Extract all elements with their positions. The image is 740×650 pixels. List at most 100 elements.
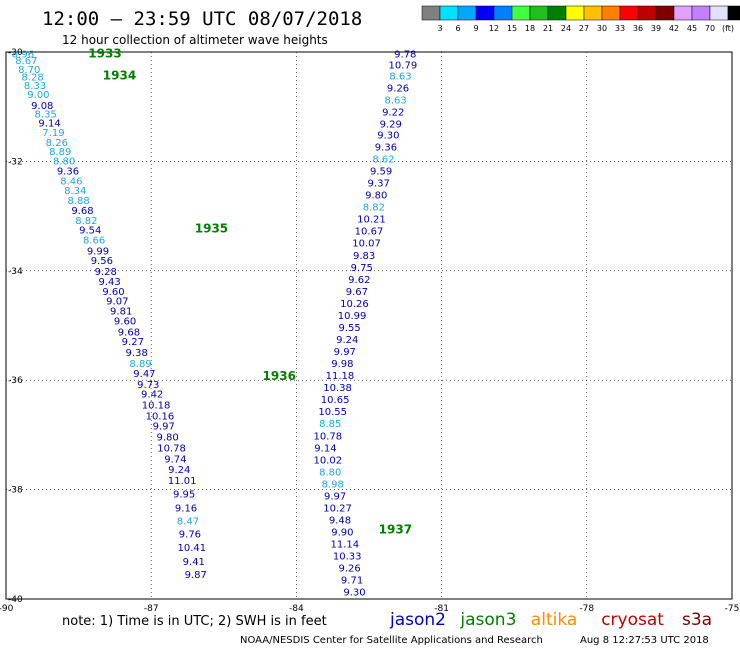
colorbar-swatch — [511, 5, 531, 21]
satellite-legend: jason2 jason3 altika cryosat s3a — [389, 610, 712, 630]
wave-height-value: 9.29 — [380, 119, 402, 130]
wave-height-value: 8.82 — [75, 216, 97, 227]
x-tick-label: -81 — [434, 604, 449, 614]
wave-height-value: 10.27 — [323, 503, 352, 514]
colorbar-label: 27 — [579, 24, 589, 33]
pass-label: 1937 — [379, 522, 412, 536]
colorbar-label: 24 — [561, 24, 571, 33]
y-tick-label: -38 — [8, 486, 23, 496]
wave-height-value: 9.59 — [370, 167, 392, 178]
colorbar-label: 6 — [455, 24, 460, 33]
colorbar-label: 30 — [597, 24, 607, 33]
colorbar-swatch — [457, 5, 477, 21]
wave-height-value: 10.79 — [389, 60, 418, 71]
wave-height-value: 10.16 — [146, 412, 175, 423]
colorbar-swatch — [673, 5, 693, 21]
wave-height-value: 9.87 — [185, 570, 207, 581]
wave-height-value: 8.98 — [322, 479, 344, 490]
wave-height-value: 9.14 — [314, 443, 336, 454]
x-tick-label: -78 — [579, 604, 594, 614]
legend-entry: jason3 — [459, 610, 516, 630]
colorbar-label: 21 — [543, 24, 553, 33]
wave-height-value: 9.97 — [153, 421, 175, 432]
wave-height-value: 9.47 — [133, 369, 155, 380]
wave-height-value: 8.62 — [372, 154, 394, 165]
colorbar: 3 6 9 12 15 18 21 24 27 30 33 36 39 42 45 70 (ft) — [421, 5, 740, 33]
wave-height-value: 9.95 — [173, 489, 195, 500]
wave-height-value: 8.63 — [384, 95, 406, 106]
pass-label: 1935 — [195, 222, 228, 236]
wave-height-value: 9.36 — [57, 167, 79, 178]
wave-height-value: 9.42 — [141, 390, 163, 401]
colorbar-label: 15 — [507, 24, 517, 33]
wave-height-value: 8.66 — [83, 235, 105, 246]
wave-height-value: 9.90 — [331, 528, 353, 539]
colorbar-swatch — [709, 5, 729, 21]
legend-entry: s3a — [682, 610, 712, 630]
x-tick-label: -84 — [289, 604, 304, 614]
colorbar-swatch — [655, 5, 675, 21]
wave-height-value: 9.68 — [71, 206, 93, 217]
wave-height-value: 9.80 — [365, 191, 387, 202]
colorbar-label: 18 — [525, 24, 535, 33]
wave-height-value: 9.08 — [31, 101, 53, 112]
wave-height-value: 9.24 — [336, 335, 358, 346]
wave-height-value: 9.41 — [183, 557, 205, 568]
wave-height-value: 9.16 — [175, 503, 197, 514]
wave-height-value: 9.97 — [334, 347, 356, 358]
wave-height-value: 9.30 — [377, 130, 399, 141]
grid-lines — [6, 52, 732, 599]
wave-height-value: 9.97 — [324, 491, 346, 502]
pass-labels: 1933 1934 1935 1936 1937 — [88, 46, 412, 536]
wave-height-value: 8.34 — [64, 186, 86, 197]
colorbar-swatch — [547, 5, 567, 21]
legend-entry: cryosat — [601, 610, 664, 630]
wave-height-value: 9.36 — [375, 142, 397, 153]
wave-height-value: 9.62 — [348, 275, 370, 286]
wave-height-value: 8.33 — [24, 81, 46, 92]
wave-height-value: 10.65 — [321, 395, 350, 406]
wave-height-value: 9.27 — [122, 337, 144, 348]
colorbar-label: 9 — [473, 24, 478, 33]
wave-height-value: 10.38 — [323, 383, 352, 394]
colorbar-swatch — [421, 5, 441, 21]
wave-height-value: 9.68 — [118, 327, 140, 338]
colorbar-swatch — [565, 5, 585, 21]
wave-height-value: 9.48 — [329, 516, 351, 527]
wave-height-value: 9.99 — [87, 246, 109, 257]
legend-entry: jason2 — [389, 610, 446, 630]
wave-height-value: 10.07 — [352, 239, 381, 250]
plot-frame — [5, 51, 733, 600]
y-tick-label: -30 — [8, 48, 23, 58]
wave-height-value: 9.28 — [95, 267, 117, 278]
colorbar-swatch — [601, 5, 621, 21]
wave-height-value: 7.19 — [42, 128, 64, 139]
wave-height-value: 9.78 — [394, 49, 416, 60]
wave-height-value: 8.63 — [389, 71, 411, 82]
wave-height-value: 9.26 — [339, 564, 361, 575]
y-tick-label: -34 — [8, 267, 23, 277]
wave-height-value: 8.35 — [35, 110, 57, 121]
wave-height-value: 9.37 — [368, 179, 390, 190]
wave-height-value: 9.14 — [38, 118, 60, 129]
wave-height-labels: 8.968.678.708.288.339.009.088.359.147.19… — [12, 49, 417, 598]
colorbar-swatch — [637, 5, 657, 21]
wave-height-value: 9.60 — [114, 316, 136, 327]
wave-height-value: 9.54 — [79, 226, 101, 237]
wave-height-value: 8.80 — [319, 467, 341, 478]
wave-height-value: 9.07 — [106, 297, 128, 308]
pass-label: 1936 — [263, 369, 296, 383]
plot-border — [5, 51, 733, 600]
wave-height-value: 8.89 — [129, 359, 151, 370]
wave-height-value: 9.22 — [382, 107, 404, 118]
colorbar-swatch — [493, 5, 513, 21]
wave-height-value: 8.96 — [12, 49, 34, 60]
wave-height-value: 10.26 — [340, 299, 369, 310]
wave-height-value: 9.38 — [126, 348, 148, 359]
wave-height-value: 10.33 — [333, 552, 362, 563]
axis-ticks: -90 -87 -84 -81 -78 -75 -30 -32 -34 -36 -38 -40 — [0, 48, 739, 614]
colorbar-label: (ft) — [722, 24, 734, 33]
y-tick-label: -32 — [8, 157, 23, 167]
chart-title: 12:00 – 23:59 UTC 08/07/2018 — [42, 8, 362, 30]
wave-height-value: 8.85 — [319, 419, 341, 430]
